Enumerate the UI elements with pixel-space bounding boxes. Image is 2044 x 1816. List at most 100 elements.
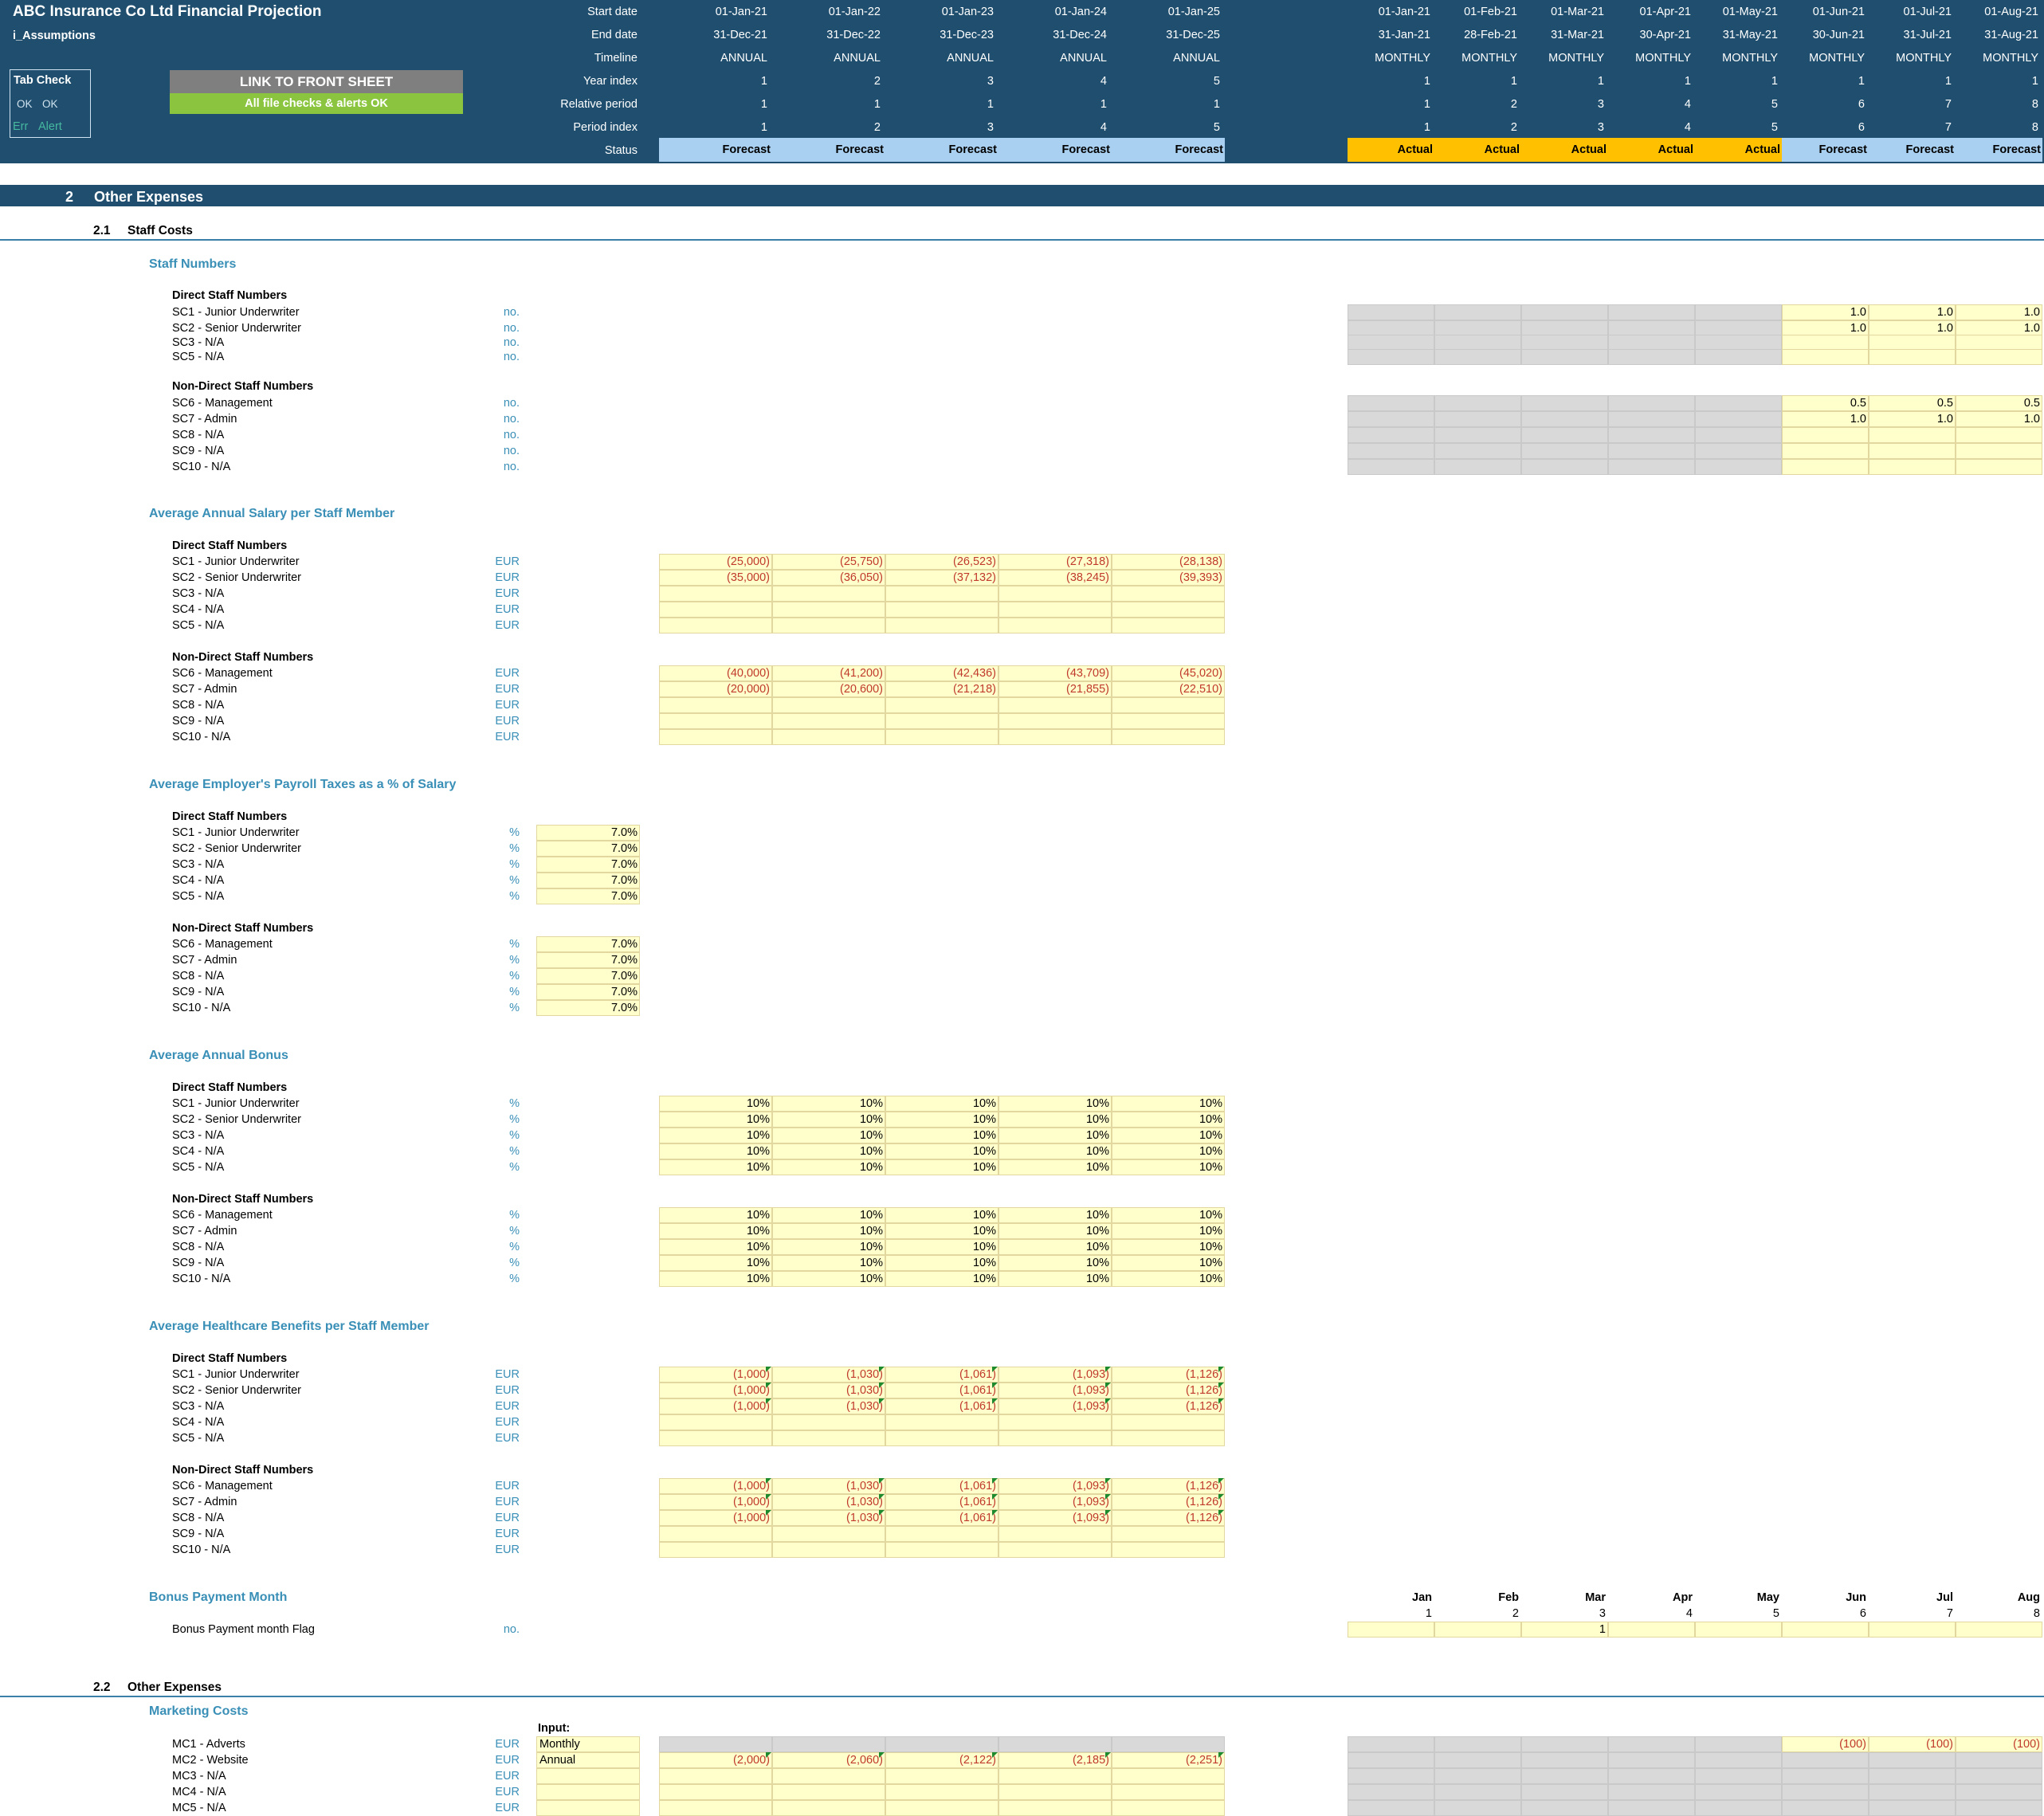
input-cell[interactable] — [998, 1207, 1112, 1223]
input-cell[interactable] — [772, 1510, 885, 1526]
input-cell[interactable] — [772, 1752, 885, 1768]
input-cell[interactable] — [885, 1526, 998, 1542]
input-cell[interactable] — [885, 1494, 998, 1510]
input-cell[interactable] — [659, 1255, 772, 1271]
input-cell[interactable] — [1956, 443, 2042, 459]
input-cell[interactable] — [998, 1096, 1112, 1112]
input-cell[interactable] — [1869, 459, 1956, 475]
input-cell[interactable] — [772, 1800, 885, 1816]
input-cell[interactable] — [659, 1800, 772, 1816]
input-cell[interactable] — [659, 570, 772, 586]
input-cell[interactable] — [998, 1239, 1112, 1255]
input-cell[interactable] — [885, 1112, 998, 1128]
input-cell[interactable] — [1956, 427, 2042, 443]
input-cell[interactable] — [536, 952, 640, 968]
input-cell[interactable] — [1112, 1159, 1225, 1175]
input-cell[interactable] — [1112, 1383, 1225, 1398]
input-cell[interactable] — [885, 665, 998, 681]
input-cell[interactable] — [1869, 443, 1956, 459]
input-cell[interactable] — [998, 1752, 1112, 1768]
input-cell[interactable] — [1112, 1784, 1225, 1800]
input-cell[interactable] — [659, 1112, 772, 1128]
link-to-front-sheet-button[interactable]: LINK TO FRONT SHEET — [170, 70, 463, 94]
input-cell[interactable] — [998, 602, 1112, 618]
input-cell[interactable] — [659, 1383, 772, 1398]
input-cell[interactable] — [659, 1143, 772, 1159]
input-cell[interactable] — [659, 1768, 772, 1784]
input-cell[interactable] — [659, 1128, 772, 1143]
input-cell[interactable] — [998, 729, 1112, 745]
input-cell[interactable] — [885, 1383, 998, 1398]
input-cell[interactable] — [885, 1430, 998, 1446]
input-cell[interactable] — [1112, 1271, 1225, 1287]
bonus-flag-cell[interactable] — [1348, 1622, 1434, 1638]
input-cell[interactable] — [772, 1271, 885, 1287]
input-cell[interactable] — [998, 1112, 1112, 1128]
frequency-select[interactable] — [536, 1784, 640, 1800]
input-cell[interactable] — [885, 1478, 998, 1494]
input-cell[interactable] — [1112, 554, 1225, 570]
input-cell[interactable] — [536, 984, 640, 1000]
input-cell[interactable] — [772, 1159, 885, 1175]
input-cell[interactable] — [1112, 1510, 1225, 1526]
input-cell[interactable] — [998, 1768, 1112, 1784]
input-cell[interactable] — [885, 618, 998, 633]
input-cell[interactable] — [1782, 335, 1869, 351]
input-cell[interactable] — [1782, 427, 1869, 443]
input-cell[interactable] — [1112, 1398, 1225, 1414]
input-cell[interactable] — [772, 1398, 885, 1414]
input-cell[interactable] — [1112, 1494, 1225, 1510]
input-cell[interactable] — [998, 1510, 1112, 1526]
input-cell[interactable] — [1112, 729, 1225, 745]
input-cell[interactable] — [1782, 349, 1869, 365]
input-cell[interactable] — [1112, 665, 1225, 681]
input-cell[interactable] — [772, 570, 885, 586]
input-cell[interactable] — [772, 1143, 885, 1159]
input-cell[interactable] — [1956, 459, 2042, 475]
input-cell[interactable] — [998, 665, 1112, 681]
input-cell[interactable] — [998, 1367, 1112, 1383]
input-cell[interactable] — [536, 857, 640, 873]
input-cell[interactable] — [885, 602, 998, 618]
input-cell[interactable] — [772, 681, 885, 697]
input-cell[interactable] — [1782, 395, 1869, 411]
input-cell[interactable] — [659, 681, 772, 697]
input-cell[interactable] — [659, 1542, 772, 1558]
input-cell[interactable] — [772, 665, 885, 681]
input-cell[interactable] — [1782, 443, 1869, 459]
input-cell[interactable] — [998, 618, 1112, 633]
bonus-flag-cell[interactable] — [1695, 1622, 1782, 1638]
input-cell[interactable] — [772, 697, 885, 713]
input-cell[interactable] — [998, 1800, 1112, 1816]
input-cell[interactable] — [659, 554, 772, 570]
input-cell[interactable] — [998, 1223, 1112, 1239]
input-cell[interactable] — [1112, 1096, 1225, 1112]
input-cell[interactable] — [772, 1526, 885, 1542]
input-cell[interactable] — [1956, 395, 2042, 411]
input-cell[interactable] — [998, 1383, 1112, 1398]
input-cell[interactable] — [659, 1510, 772, 1526]
input-cell[interactable] — [998, 1494, 1112, 1510]
frequency-select[interactable] — [536, 1768, 640, 1784]
input-cell[interactable] — [998, 713, 1112, 729]
input-cell[interactable] — [1112, 1207, 1225, 1223]
input-cell[interactable] — [772, 1207, 885, 1223]
input-cell[interactable] — [659, 697, 772, 713]
input-cell[interactable] — [885, 1398, 998, 1414]
input-cell[interactable] — [1112, 1255, 1225, 1271]
input-cell[interactable] — [885, 1096, 998, 1112]
input-cell[interactable] — [998, 1271, 1112, 1287]
input-cell[interactable] — [1112, 1526, 1225, 1542]
input-cell[interactable] — [659, 602, 772, 618]
input-cell[interactable] — [536, 825, 640, 841]
input-cell[interactable] — [659, 665, 772, 681]
input-cell[interactable] — [659, 1367, 772, 1383]
input-cell[interactable] — [998, 1159, 1112, 1175]
input-cell[interactable] — [1112, 1542, 1225, 1558]
input-cell[interactable] — [998, 697, 1112, 713]
bonus-flag-cell[interactable] — [1608, 1622, 1695, 1638]
input-cell[interactable] — [885, 1271, 998, 1287]
input-cell[interactable] — [659, 1207, 772, 1223]
frequency-select[interactable] — [536, 1736, 640, 1752]
input-cell[interactable] — [1112, 570, 1225, 586]
